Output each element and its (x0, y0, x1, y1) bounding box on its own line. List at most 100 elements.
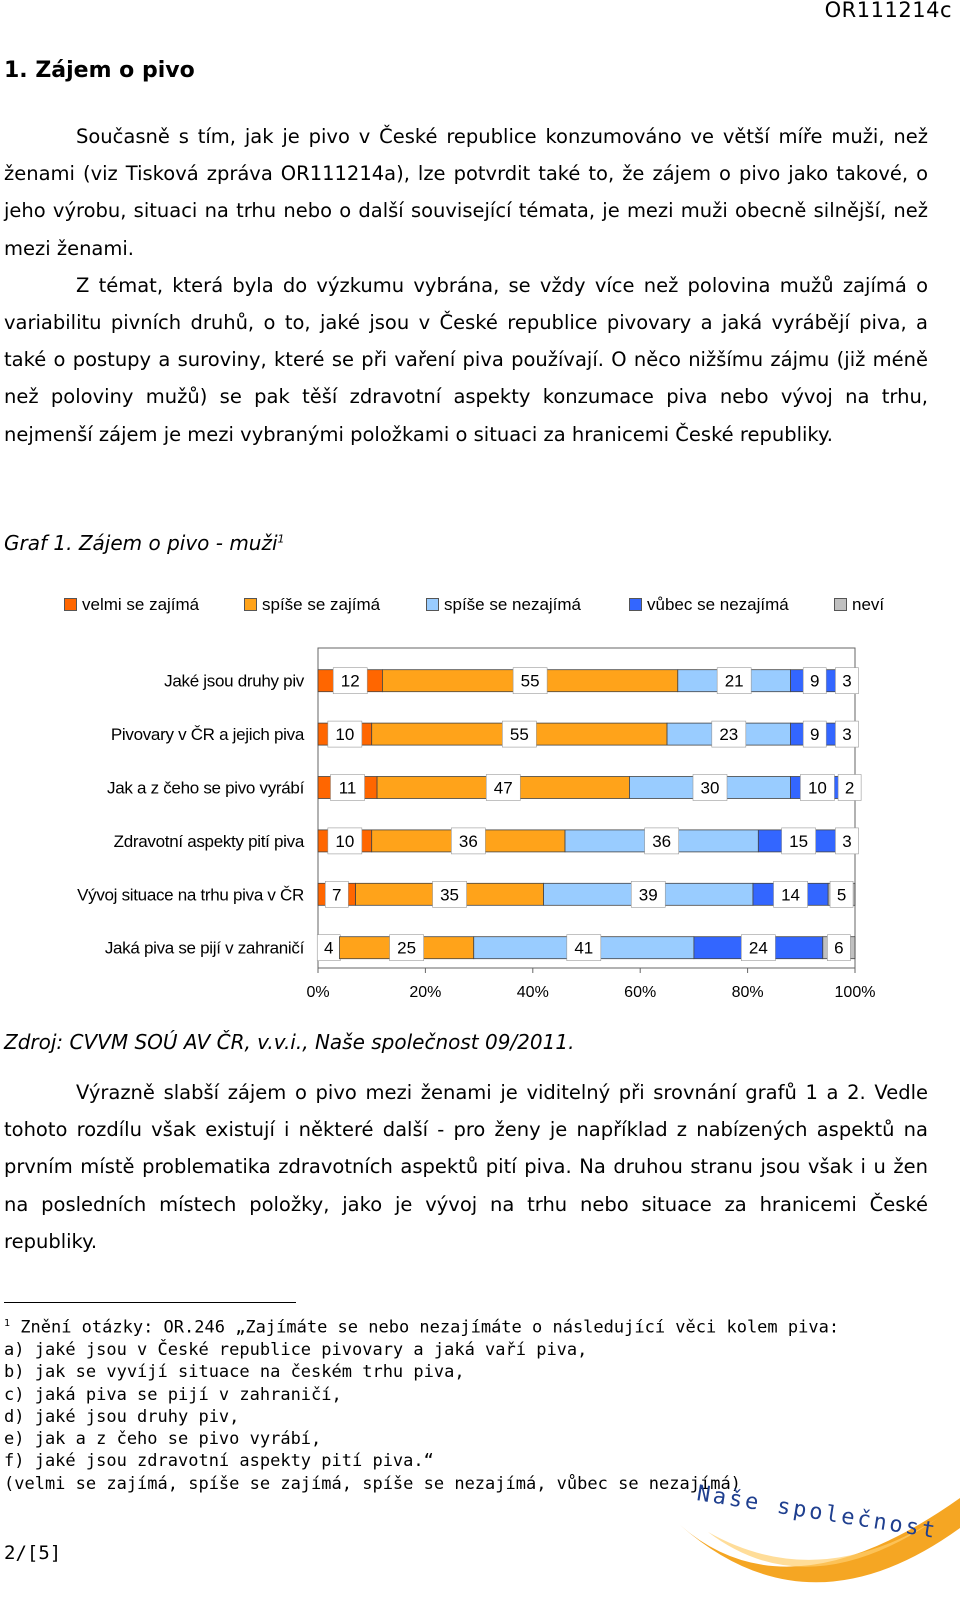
intro-paragraph-1: Současně s tím, jak je pivo v České repu… (4, 125, 928, 260)
legend-item-vubec: vůbec se nezajímá (629, 595, 789, 615)
footnote-line-7: f) jaké jsou zdravotní aspekty pití piva… (4, 1451, 434, 1472)
source-note: Zdroj: CVVM SOÚ AV ČR, v.v.i., Naše spol… (4, 1030, 575, 1054)
data-label: 5 (837, 885, 846, 904)
data-label-box (835, 720, 859, 748)
legend-swatch (629, 598, 642, 611)
figure-caption-footnote-ref: 1 (277, 532, 285, 546)
data-label-box (829, 881, 854, 908)
category-label: Pivovary v ČR a jejich piva (111, 725, 305, 744)
x-tick-label: 20% (409, 984, 441, 1001)
data-label: 47 (494, 779, 513, 798)
category-label: Jaké jsou druhy piv (164, 672, 305, 691)
category-label: Vývoj situace na trhu piva v ČR (77, 885, 304, 904)
legend-swatch (834, 598, 847, 611)
data-label-box (837, 774, 862, 801)
data-label-box (630, 881, 666, 908)
legend-label: velmi se zajímá (82, 595, 200, 614)
legend-label: vůbec se nezajímá (647, 595, 789, 614)
legend-item-nevi: neví (834, 595, 884, 615)
data-label-box (827, 934, 851, 962)
data-label: 2 (845, 779, 854, 798)
data-label: 3 (842, 672, 851, 691)
x-tick-label: 60% (624, 984, 656, 1001)
footnote-divider (4, 1302, 296, 1303)
section-title: 1. Zájem o pivo (4, 58, 195, 83)
data-label-box (781, 827, 816, 855)
footnote-line-6: e) jak a z čeho se pivo vyrábí, (4, 1429, 322, 1450)
data-label: 10 (335, 725, 354, 744)
data-label: 7 (332, 885, 341, 904)
logo-swoosh-inner (708, 1518, 938, 1567)
data-label: 55 (521, 672, 540, 691)
data-label: 21 (725, 672, 744, 691)
legend-item-spise-zajima: spíše se zajímá (244, 595, 380, 615)
footnote-line-8: (velmi se zajímá, spíše se zajímá, spíše… (4, 1473, 741, 1494)
legend-label: spíše se zajímá (262, 595, 381, 614)
data-label: 6 (834, 939, 843, 958)
data-label-box (324, 881, 349, 908)
data-label: 3 (842, 832, 851, 851)
data-label-box (802, 667, 827, 695)
footnote-marker: 1 (4, 1318, 11, 1329)
data-label-box (741, 934, 776, 962)
data-label-box (835, 827, 859, 855)
data-label-box (389, 934, 424, 962)
figure-caption-text: Graf 1. Zájem o pivo - muži (4, 531, 278, 555)
data-label: 55 (510, 725, 529, 744)
stacked-bar-chart: Jaké jsou druhy piv 12 55 21 9 3 Pivovary v ČR… (77, 647, 876, 1001)
intro-text: Současně s tím, jak je pivo v České repu… (4, 118, 928, 453)
data-label: 10 (335, 832, 354, 851)
legend-swatch (244, 598, 257, 611)
intro-paragraph-2: Z témat, která byla do výzkumu vybrána, … (4, 273, 928, 446)
data-label-box (327, 720, 363, 748)
data-label-box (332, 667, 368, 695)
data-label-box (432, 881, 467, 908)
figure-caption: Graf 1. Zájem o pivo - muži1 (4, 531, 285, 555)
data-label: 9 (810, 725, 819, 744)
data-label: 36 (652, 832, 671, 851)
legend-item-velmi: velmi se zajímá (64, 595, 199, 615)
data-label: 36 (459, 832, 478, 851)
data-label: 25 (397, 939, 416, 958)
footnote-line-4: c) jaká piva se pijí v zahraničí, (4, 1384, 342, 1405)
footnote: 1 Znění otázky: OR.246 „Zajímáte se nebo… (4, 1313, 839, 1495)
data-label-box (835, 667, 859, 695)
data-label: 24 (749, 939, 768, 958)
data-label: 15 (789, 832, 808, 851)
data-label-box (711, 720, 747, 748)
data-label: 23 (719, 725, 738, 744)
data-label-box (692, 774, 728, 801)
legend-item-spise-nezajima: spíše se nezajímá (426, 595, 581, 615)
data-label-box (330, 774, 365, 801)
footnote-line-5: d) jaké jsou druhy piv, (4, 1406, 240, 1427)
category-label: Jak a z čeho se pivo vyrábí (107, 779, 305, 798)
data-label-box (451, 827, 486, 855)
data-label-box (485, 774, 521, 801)
data-label-box (644, 827, 679, 855)
data-label: 10 (808, 779, 827, 798)
legend-label: spíše se nezajímá (444, 595, 582, 614)
page-number: 2/[5] (4, 1542, 62, 1564)
data-label: 14 (781, 885, 800, 904)
data-label-box (327, 827, 363, 855)
data-label: 12 (341, 672, 360, 691)
data-label: 4 (324, 939, 333, 958)
data-label: 39 (639, 885, 658, 904)
logo-swoosh (680, 1498, 960, 1583)
x-tick-label: 80% (732, 984, 764, 1001)
data-label-box (512, 667, 548, 695)
data-label: 3 (842, 725, 851, 744)
data-label: 9 (810, 672, 819, 691)
data-label-box (566, 934, 602, 962)
document-id: OR111214c (824, 0, 952, 22)
category-label: Jaká piva se pijí v zahraničí (105, 939, 305, 958)
footnote-line-2: a) jaké jsou v České republice pivovary … (4, 1339, 588, 1360)
data-label-box (802, 720, 827, 748)
legend-swatch (426, 598, 439, 611)
comparison-paragraph: Výrazně slabší zájem o pivo mezi ženami … (4, 1081, 928, 1253)
x-tick-label: 100% (835, 984, 876, 1001)
data-label-box (773, 881, 808, 908)
data-label: 30 (701, 779, 720, 798)
legend-swatch (64, 598, 77, 611)
footnote-line-1: 1 Znění otázky: OR.246 „Zajímáte se nebo… (4, 1317, 840, 1338)
